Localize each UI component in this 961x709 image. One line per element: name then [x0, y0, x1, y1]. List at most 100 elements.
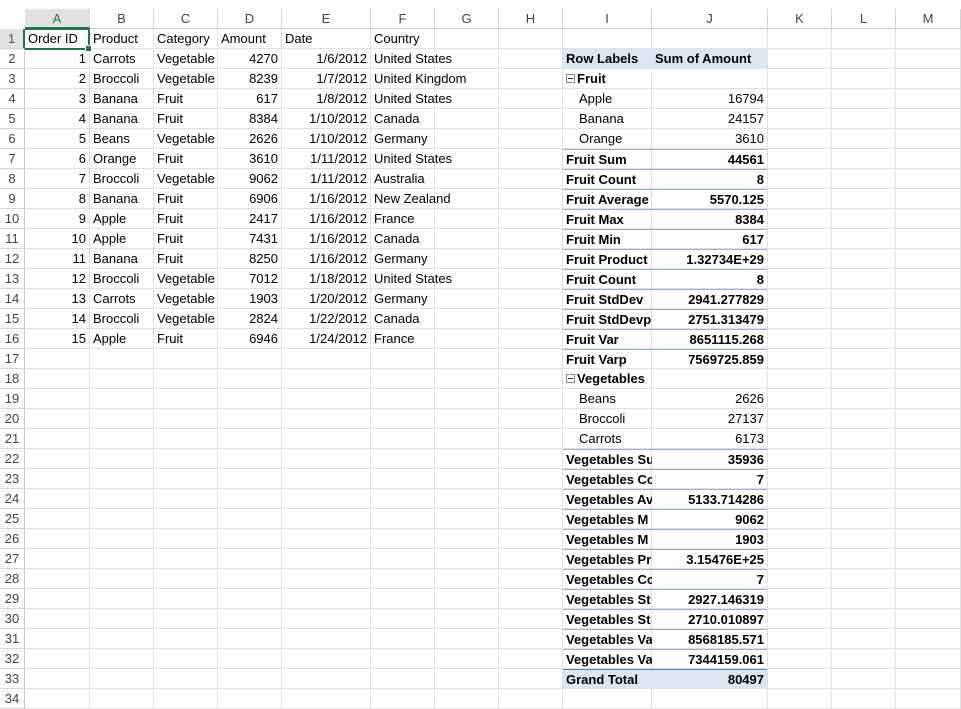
- row-header-11[interactable]: 11: [0, 229, 25, 249]
- pivot-row-label[interactable]: Vegetables Cc: [563, 569, 652, 589]
- table-cell[interactable]: United States: [374, 271, 453, 286]
- row-header-19[interactable]: 19: [0, 389, 25, 409]
- pivot-row-label[interactable]: Vegetables: [563, 369, 652, 389]
- table-cell[interactable]: Apple: [93, 331, 127, 346]
- column-header-e[interactable]: E: [282, 9, 371, 29]
- table-cell[interactable]: Banana: [93, 91, 138, 106]
- pivot-row-label[interactable]: Fruit Count: [563, 269, 652, 289]
- table-cell[interactable]: Germany: [374, 251, 428, 266]
- table-cell[interactable]: 7: [78, 171, 86, 186]
- table-cell[interactable]: Orange: [93, 151, 137, 166]
- collapse-minus-icon[interactable]: [566, 374, 575, 384]
- table-cell[interactable]: 9062: [249, 171, 278, 186]
- table-cell[interactable]: 6: [78, 151, 86, 166]
- table-cell[interactable]: Vegetable: [157, 71, 215, 86]
- table-cell[interactable]: United States: [374, 151, 453, 166]
- table-cell[interactable]: Broccoli: [93, 171, 140, 186]
- pivot-row-label[interactable]: Vegetables Su: [563, 449, 652, 469]
- pivot-row-label[interactable]: Vegetables Va: [563, 649, 652, 669]
- pivot-row-label[interactable]: Fruit Average: [563, 189, 652, 209]
- row-header-27[interactable]: 27: [0, 549, 25, 569]
- table-cell[interactable]: Fruit: [157, 111, 183, 126]
- table-cell[interactable]: 9: [78, 211, 86, 226]
- table-cell[interactable]: 1/22/2012: [309, 311, 367, 326]
- table-cell[interactable]: 2417: [249, 211, 278, 226]
- row-header-7[interactable]: 7: [0, 149, 25, 169]
- table-cell[interactable]: 10: [71, 231, 86, 246]
- table-cell[interactable]: United Kingdom: [374, 71, 467, 86]
- row-header-28[interactable]: 28: [0, 569, 25, 589]
- row-header-18[interactable]: 18: [0, 369, 25, 389]
- pivot-value[interactable]: 35936: [652, 449, 767, 469]
- table-cell[interactable]: United States: [374, 51, 453, 66]
- table-cell[interactable]: 5: [78, 131, 86, 146]
- table-cell[interactable]: Apple: [93, 231, 127, 246]
- table-cell[interactable]: Canada: [374, 111, 420, 126]
- row-header-23[interactable]: 23: [0, 469, 25, 489]
- table-cell[interactable]: 1/16/2012: [309, 211, 367, 226]
- row-header-25[interactable]: 25: [0, 509, 25, 529]
- pivot-row-label[interactable]: Carrots: [563, 429, 652, 449]
- row-header-13[interactable]: 13: [0, 269, 25, 289]
- table-cell[interactable]: 7431: [249, 231, 278, 246]
- pivot-values-header[interactable]: Sum of Amount: [652, 49, 767, 69]
- table-cell[interactable]: 1/6/2012: [316, 51, 367, 66]
- table-cell[interactable]: 11: [72, 251, 87, 266]
- row-header-33[interactable]: 33: [0, 669, 25, 689]
- table-cell[interactable]: Beans: [93, 131, 130, 146]
- table-cell[interactable]: 8239: [249, 71, 278, 86]
- pivot-row-label[interactable]: Apple: [563, 89, 652, 109]
- table-cell[interactable]: Germany: [374, 131, 428, 146]
- pivot-value[interactable]: [652, 369, 767, 389]
- pivot-row-label[interactable]: Vegetables M: [563, 509, 652, 529]
- pivot-value[interactable]: 9062: [652, 509, 767, 529]
- row-header-26[interactable]: 26: [0, 529, 25, 549]
- table-cell[interactable]: Vegetable: [157, 271, 215, 286]
- pivot-row-label[interactable]: Vegetables Pr: [563, 549, 652, 569]
- table-cell[interactable]: France: [374, 211, 415, 226]
- table-cell[interactable]: 1/16/2012: [309, 231, 367, 246]
- pivot-value[interactable]: 80497: [652, 669, 767, 689]
- table-cell[interactable]: Vegetable: [157, 291, 215, 306]
- table-cell[interactable]: Apple: [93, 211, 127, 226]
- row-header-34[interactable]: 34: [0, 689, 25, 709]
- pivot-value[interactable]: 7344159.061: [652, 649, 767, 669]
- table-cell[interactable]: Vegetable: [157, 131, 215, 146]
- table-header-cell[interactable]: Date: [285, 31, 313, 46]
- pivot-value[interactable]: 8651115.268: [652, 329, 767, 349]
- table-cell[interactable]: Banana: [93, 111, 138, 126]
- pivot-value[interactable]: 2927.146319: [652, 589, 767, 609]
- table-cell[interactable]: Banana: [93, 191, 138, 206]
- table-cell[interactable]: 2: [78, 71, 86, 86]
- table-cell[interactable]: 14: [71, 311, 86, 326]
- pivot-row-label[interactable]: Banana: [563, 109, 652, 129]
- column-header-b[interactable]: B: [90, 9, 154, 29]
- pivot-value[interactable]: 6173: [735, 431, 764, 446]
- pivot-value[interactable]: 8: [652, 269, 767, 289]
- row-header-15[interactable]: 15: [0, 309, 25, 329]
- table-cell[interactable]: 15: [71, 331, 86, 346]
- table-cell[interactable]: 8250: [249, 251, 278, 266]
- pivot-row-label[interactable]: Fruit Sum: [563, 149, 652, 169]
- table-cell[interactable]: Canada: [374, 311, 420, 326]
- table-cell[interactable]: 1/20/2012: [309, 291, 367, 306]
- pivot-value[interactable]: 16794: [727, 91, 764, 106]
- pivot-row-label[interactable]: Fruit StdDev: [563, 289, 652, 309]
- table-cell[interactable]: 1/16/2012: [309, 191, 367, 206]
- row-header-17[interactable]: 17: [0, 349, 25, 369]
- table-cell[interactable]: 1/10/2012: [309, 131, 367, 146]
- table-cell[interactable]: 2824: [249, 311, 278, 326]
- table-cell[interactable]: 7012: [249, 271, 278, 286]
- pivot-value[interactable]: 2626: [735, 391, 764, 406]
- pivot-row-label[interactable]: Vegetables Av: [563, 489, 652, 509]
- table-cell[interactable]: 3610: [249, 151, 278, 166]
- table-cell[interactable]: Canada: [374, 231, 420, 246]
- pivot-value[interactable]: [652, 69, 767, 89]
- table-cell[interactable]: 1/18/2012: [309, 271, 367, 286]
- pivot-row-label[interactable]: Fruit Varp: [563, 349, 652, 369]
- table-cell[interactable]: 1/7/2012: [316, 71, 367, 86]
- pivot-row-label[interactable]: Grand Total: [563, 669, 652, 689]
- table-cell[interactable]: 1: [78, 51, 86, 66]
- table-cell[interactable]: 4: [78, 111, 86, 126]
- row-header-10[interactable]: 10: [0, 209, 25, 229]
